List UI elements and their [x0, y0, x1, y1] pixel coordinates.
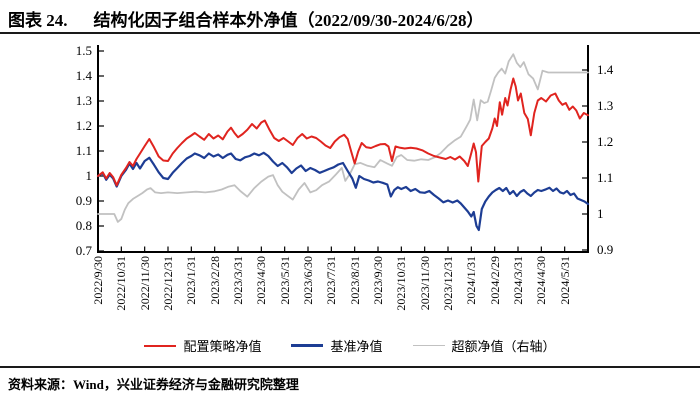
- x-axis-tick-label: 2023/4/30: [254, 256, 269, 305]
- left-axis-tick-label: 1.2: [75, 118, 92, 133]
- right-axis-tick-label: 1.2: [597, 134, 614, 149]
- x-axis-tick-label: 2023/9/30: [371, 256, 385, 305]
- x-axis-tick-label: 2024/4/30: [534, 256, 549, 305]
- legend-line-swatch: [291, 344, 324, 347]
- legend-label: 配置策略净值: [183, 339, 262, 354]
- chart-legend: 配置策略净值 基准净值 超额净值（右轴）: [0, 336, 700, 355]
- x-axis-tick-label: 2024/3/31: [511, 256, 525, 305]
- right-axis-tick-label: 1: [597, 206, 604, 221]
- legend-item: 超额净值（右轴）: [412, 336, 556, 355]
- left-axis-tick-label: 0.8: [75, 218, 92, 233]
- right-axis-tick-label: 1.4: [597, 62, 614, 77]
- left-axis-tick-label: 1.4: [75, 68, 92, 83]
- x-axis-tick-label: 2023/11/30: [417, 256, 432, 311]
- series-line-strategy: [97, 77, 589, 187]
- x-axis-tick-label: 2023/12/31: [441, 256, 455, 311]
- x-axis-tick-label: 2022/12/31: [161, 256, 175, 311]
- left-axis-tick-label: 1.3: [75, 93, 92, 108]
- legend-line-swatch: [144, 344, 177, 347]
- x-axis-tick-label: 2022/11/30: [137, 256, 152, 311]
- x-axis-tick-label: 2024/1/31: [464, 256, 479, 305]
- x-axis-tick-label: 2023/2/28: [207, 256, 222, 305]
- x-axis-tick-label: 2022/10/31: [114, 256, 129, 311]
- x-axis-tick-label: 2023/1/31: [184, 256, 199, 305]
- legend-item: 配置策略净值: [144, 336, 261, 355]
- x-axis-tick-label: 2022/9/30: [91, 256, 105, 305]
- x-axis-tick-label: 2023/8/31: [347, 256, 362, 305]
- left-axis-tick-label: 0.7: [75, 243, 92, 258]
- source-note: 资料来源：Wind，兴业证券经济与金融研究院整理: [8, 377, 299, 392]
- left-axis-tick-label: 1: [85, 168, 93, 183]
- right-axis-tick-label: 1.1: [597, 170, 614, 185]
- legend-line-swatch: [412, 344, 445, 347]
- x-axis-tick-label: 2023/3/31: [231, 256, 245, 305]
- x-axis-tick-label: 2024/2/29: [487, 256, 502, 305]
- x-axis-tick-label: 2023/6/30: [301, 256, 315, 305]
- x-axis-tick-label: 2023/7/31: [324, 256, 339, 305]
- figure-title: 结构化因子组合样本外净值（2022/09/30-2024/6/28）: [93, 11, 484, 30]
- legend-label: 基准净值: [330, 339, 383, 354]
- x-axis-tick-label: 2023/5/31: [277, 256, 292, 305]
- left-axis-tick-label: 1.5: [75, 43, 92, 58]
- x-axis-tick-label: 2023/10/31: [394, 256, 409, 311]
- footer-divider: [0, 366, 700, 368]
- title-divider: [0, 32, 700, 34]
- legend-label: 超额净值（右轴）: [451, 339, 556, 354]
- right-axis-tick-label: 0.9: [597, 242, 614, 257]
- figure-title-row: 图表 24. 结构化因子组合样本外净值（2022/09/30-2024/6/28…: [8, 6, 484, 31]
- left-axis-tick-label: 1.1: [75, 143, 92, 158]
- left-axis-tick-label: 0.9: [75, 193, 92, 208]
- x-axis-tick-label: 2024/5/31: [557, 256, 572, 305]
- legend-item: 基准净值: [291, 336, 383, 355]
- right-axis-tick-label: 1.3: [597, 98, 614, 113]
- series-line-benchmark: [96, 151, 590, 232]
- figure-number-label: 图表 24.: [8, 11, 68, 30]
